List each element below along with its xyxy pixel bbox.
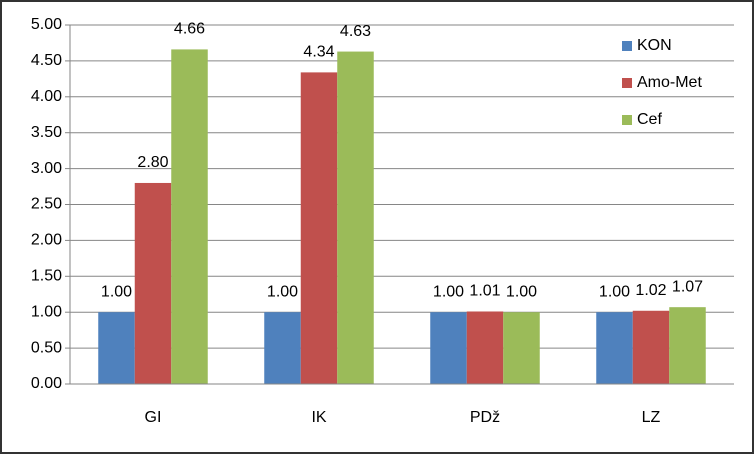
legend-swatch bbox=[622, 78, 632, 88]
x-tick-label: LZ bbox=[642, 409, 661, 426]
bar bbox=[466, 311, 504, 384]
value-label: 1.00 bbox=[506, 283, 537, 300]
y-tick-label: 2.50 bbox=[31, 196, 62, 213]
bar bbox=[134, 182, 172, 384]
bar bbox=[430, 312, 467, 384]
bar bbox=[171, 49, 208, 385]
value-label: 1.00 bbox=[599, 283, 630, 300]
legend-swatch bbox=[622, 115, 632, 125]
y-tick-label: 1.50 bbox=[31, 268, 62, 285]
value-label: 1.01 bbox=[469, 283, 500, 300]
legend-label: Cef bbox=[637, 111, 662, 128]
value-label: 4.34 bbox=[303, 44, 334, 61]
value-label: 4.66 bbox=[174, 21, 205, 38]
y-tick-label: 3.50 bbox=[31, 124, 62, 141]
value-label: 1.07 bbox=[672, 278, 703, 295]
bar bbox=[669, 307, 706, 384]
bar bbox=[503, 312, 540, 384]
y-tick-label: 0.00 bbox=[31, 375, 62, 392]
value-label: 1.00 bbox=[267, 283, 298, 300]
value-label: 2.80 bbox=[137, 154, 168, 171]
y-tick-label: 2.00 bbox=[31, 232, 62, 249]
value-label: 1.00 bbox=[433, 283, 464, 300]
y-tick-label: 4.50 bbox=[31, 52, 62, 69]
value-label: 1.00 bbox=[101, 283, 132, 300]
legend-swatch bbox=[622, 41, 632, 51]
y-tick-label: 4.00 bbox=[31, 88, 62, 105]
y-tick-label: 5.00 bbox=[31, 16, 62, 33]
legend-label: Amo-Met bbox=[637, 74, 702, 91]
value-label: 4.63 bbox=[340, 23, 371, 40]
bar bbox=[264, 312, 301, 384]
bar bbox=[337, 51, 374, 384]
bar bbox=[300, 72, 338, 384]
y-tick-label: 0.50 bbox=[31, 339, 62, 356]
x-tick-label: GI bbox=[145, 409, 162, 426]
bar bbox=[98, 312, 135, 384]
x-tick-label: IK bbox=[311, 409, 326, 426]
y-tick-label: 1.00 bbox=[31, 303, 62, 320]
legend-label: KON bbox=[637, 37, 672, 54]
bar bbox=[632, 310, 670, 384]
bar bbox=[596, 312, 633, 384]
y-tick-label: 3.00 bbox=[31, 160, 62, 177]
value-label: 1.02 bbox=[635, 282, 666, 299]
x-tick-label: PDž bbox=[470, 409, 500, 426]
